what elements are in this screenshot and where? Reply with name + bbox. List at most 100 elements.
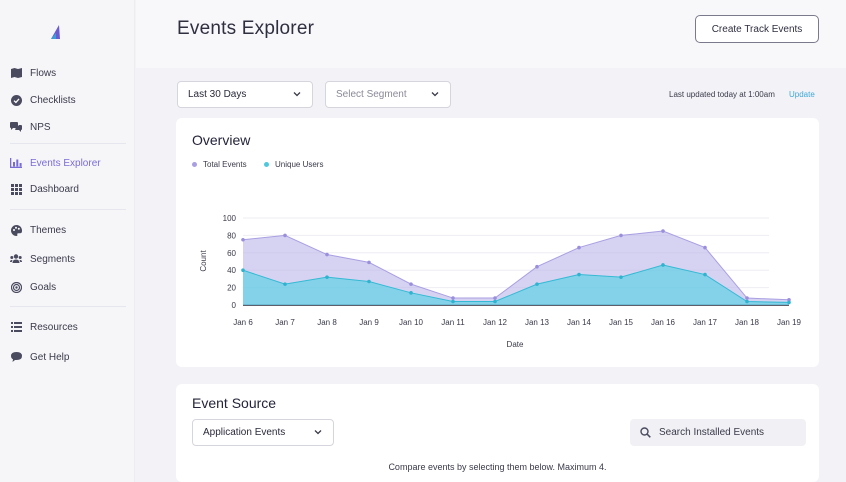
- update-link[interactable]: Update: [789, 90, 815, 99]
- x-tick-label: Jan 12: [483, 318, 508, 327]
- data-point[interactable]: [535, 282, 539, 286]
- last-updated-text: Last updated today at 1:00am: [669, 90, 775, 99]
- data-point[interactable]: [745, 296, 749, 300]
- data-point[interactable]: [409, 282, 413, 286]
- data-point[interactable]: [703, 245, 707, 250]
- x-axis-label: Date: [507, 340, 524, 349]
- segment-placeholder: Select Segment: [336, 89, 407, 100]
- sidebar-item-checklists[interactable]: Checklists: [10, 91, 76, 109]
- y-axis-label: Count: [199, 250, 208, 272]
- sidebar-item-dashboard[interactable]: Dashboard: [10, 180, 79, 198]
- x-tick-label: Jan 17: [693, 318, 718, 327]
- sidebar-item-label: Dashboard: [30, 183, 79, 195]
- data-point[interactable]: [787, 300, 791, 305]
- sidebar-item-goals[interactable]: Goals: [10, 278, 56, 296]
- x-tick-label: Jan 10: [399, 318, 424, 327]
- data-point[interactable]: [451, 296, 455, 300]
- data-point[interactable]: [325, 275, 329, 279]
- legend-unique-users[interactable]: Unique Users: [264, 160, 323, 169]
- page-header: Events Explorer Create Track Events: [136, 0, 846, 68]
- compare-hint: Compare events by selecting them below. …: [388, 462, 607, 472]
- app-logo[interactable]: [48, 24, 64, 40]
- legend-label: Total Events: [203, 160, 247, 169]
- segment-dropdown[interactable]: Select Segment: [325, 81, 451, 108]
- data-point[interactable]: [493, 299, 497, 304]
- data-point[interactable]: [619, 275, 623, 279]
- palette-icon: [10, 224, 22, 236]
- sidebar-item-label: Checklists: [30, 94, 76, 106]
- x-tick-label: Jan 15: [609, 318, 634, 327]
- data-point[interactable]: [241, 268, 245, 272]
- x-tick-label: Jan 13: [525, 318, 550, 327]
- y-tick-label: 60: [227, 249, 236, 258]
- sidebar-item-themes[interactable]: Themes: [10, 221, 66, 239]
- search-icon: [640, 427, 651, 438]
- sidebar-item-nps[interactable]: NPS: [10, 118, 51, 136]
- chat-icon: [10, 121, 22, 133]
- data-point[interactable]: [451, 299, 455, 304]
- overview-title: Overview: [192, 132, 251, 148]
- sidebar-item-segments[interactable]: Segments: [10, 250, 75, 268]
- legend-swatch: [192, 162, 197, 167]
- create-track-events-button[interactable]: Create Track Events: [695, 15, 819, 43]
- sidebar-item-label: Themes: [30, 224, 67, 236]
- event-source-title: Event Source: [192, 395, 277, 411]
- data-point[interactable]: [703, 272, 707, 277]
- data-point[interactable]: [619, 233, 623, 238]
- x-tick-label: Jan 18: [735, 318, 760, 327]
- y-axis-ticks: 0 20 40 60 80 100: [223, 214, 237, 310]
- sidebar-item-label: Flows: [30, 67, 57, 79]
- date-range-dropdown[interactable]: Last 30 Days: [177, 81, 313, 108]
- bar-chart-icon: [10, 157, 22, 169]
- sidebar-item-label: Segments: [30, 253, 76, 265]
- data-point[interactable]: [577, 272, 581, 277]
- help-chat-icon: [10, 351, 22, 363]
- data-point[interactable]: [367, 279, 371, 284]
- data-point[interactable]: [661, 263, 665, 267]
- data-point[interactable]: [787, 297, 791, 302]
- x-tick-label: Jan 9: [359, 318, 379, 327]
- data-point[interactable]: [745, 299, 749, 304]
- application-events-dropdown[interactable]: Application Events: [192, 419, 334, 446]
- data-point[interactable]: [535, 264, 539, 269]
- x-tick-label: Jan 7: [275, 318, 295, 327]
- search-placeholder: Search Installed Events: [659, 427, 765, 438]
- x-tick-label: Jan 16: [651, 318, 676, 327]
- search-installed-events-input[interactable]: Search Installed Events: [630, 419, 806, 446]
- y-tick-label: 20: [227, 284, 236, 293]
- sidebar-item-label: Goals: [30, 281, 57, 293]
- sidebar-item-events-explorer[interactable]: Events Explorer: [10, 154, 101, 172]
- target-icon: [10, 281, 22, 293]
- sidebar-divider: [10, 306, 126, 307]
- sidebar-item-label: Resources: [30, 321, 78, 333]
- sidebar-item-flows[interactable]: Flows: [10, 64, 56, 82]
- x-tick-label: Jan 19: [777, 318, 802, 327]
- series-area-unique-users: [243, 264, 789, 305]
- data-point[interactable]: [325, 252, 329, 257]
- sidebar: Flows Checklists NPS Events Explorer Das…: [0, 0, 135, 482]
- data-point[interactable]: [661, 229, 665, 233]
- page-title: Events Explorer: [177, 18, 315, 39]
- sidebar-item-resources[interactable]: Resources: [10, 318, 78, 336]
- data-point[interactable]: [241, 237, 245, 242]
- sidebar-divider: [10, 143, 126, 144]
- data-point[interactable]: [493, 296, 497, 300]
- data-point[interactable]: [409, 291, 413, 295]
- list-icon: [10, 321, 22, 333]
- series-line-total-events: [242, 230, 790, 301]
- data-point[interactable]: [367, 260, 371, 265]
- series-line-unique-users: [242, 264, 790, 303]
- legend-total-events[interactable]: Total Events: [192, 160, 247, 169]
- chevron-down-icon: [293, 92, 301, 97]
- x-tick-label: Jan 14: [567, 318, 592, 327]
- data-point[interactable]: [577, 245, 581, 250]
- date-range-value: Last 30 Days: [188, 89, 247, 100]
- x-axis-ticks: Jan 6 Jan 7 Jan 8 Jan 9 Jan 10 Jan 11 Jan 12 Ja…: [233, 318, 801, 327]
- chart-areas: [242, 230, 790, 305]
- data-point[interactable]: [283, 233, 287, 238]
- sidebar-item-get-help[interactable]: Get Help: [10, 348, 69, 366]
- data-point[interactable]: [283, 282, 287, 286]
- map-icon: [10, 67, 22, 79]
- users-icon: [10, 253, 22, 265]
